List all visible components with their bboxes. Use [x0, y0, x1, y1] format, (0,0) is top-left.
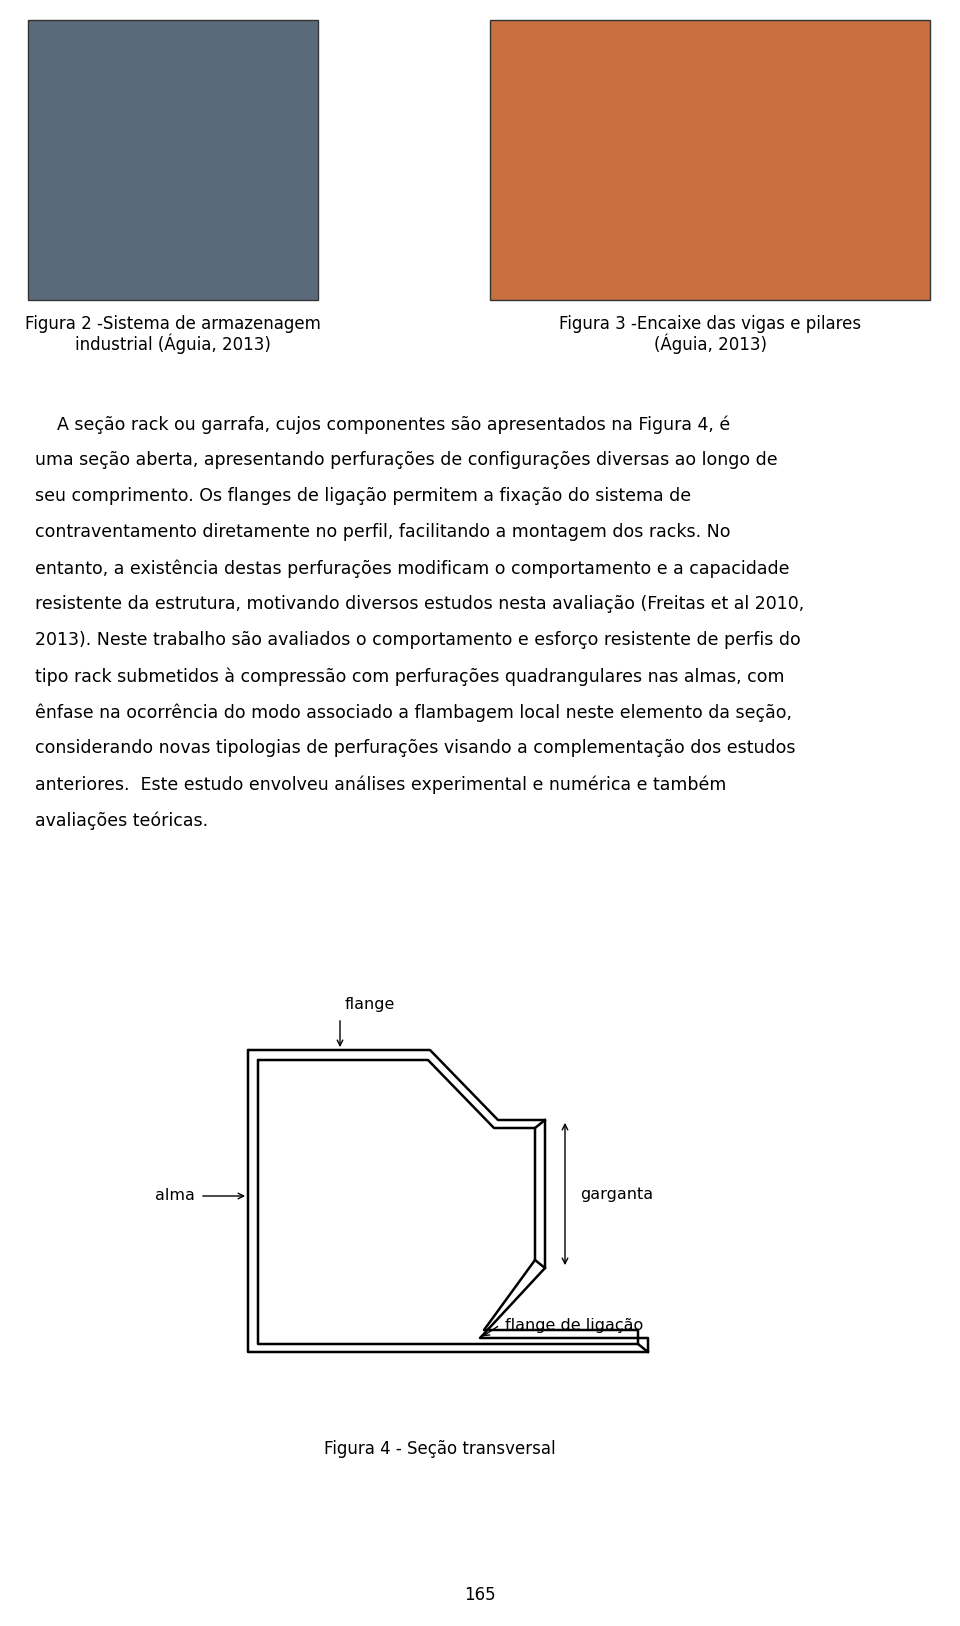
Bar — [490, 20, 930, 301]
Text: resistente da estrutura, motivando diversos estudos nesta avaliação (Freitas et : resistente da estrutura, motivando diver… — [35, 595, 804, 613]
Text: flange: flange — [345, 997, 396, 1011]
Text: entanto, a existência destas perfurações modificam o comportamento e a capacidad: entanto, a existência destas perfurações… — [35, 559, 789, 577]
Text: tipo rack submetidos à compressão com perfurações quadrangulares nas almas, com: tipo rack submetidos à compressão com pe… — [35, 667, 784, 686]
Text: A seção rack ou garrafa, cujos componentes são apresentados na Figura 4, é: A seção rack ou garrafa, cujos component… — [35, 415, 731, 434]
Text: seu comprimento. Os flanges de ligação permitem a fixação do sistema de: seu comprimento. Os flanges de ligação p… — [35, 488, 691, 506]
Text: 165: 165 — [465, 1585, 495, 1603]
Text: anteriores.  Este estudo envolveu análises experimental e numérica e também: anteriores. Este estudo envolveu análise… — [35, 776, 727, 793]
Text: Figura 3 -Encaixe das vigas e pilares: Figura 3 -Encaixe das vigas e pilares — [559, 315, 861, 333]
Text: (Águia, 2013): (Águia, 2013) — [654, 333, 766, 353]
Bar — [28, 20, 318, 301]
Text: avaliações teóricas.: avaliações teóricas. — [35, 811, 208, 829]
Text: Figura 2 -Sistema de armazenagem: Figura 2 -Sistema de armazenagem — [25, 315, 321, 333]
Text: 2013). Neste trabalho são avaliados o comportamento e esforço resistente de perf: 2013). Neste trabalho são avaliados o co… — [35, 631, 801, 649]
Text: contraventamento diretamente no perfil, facilitando a montagem dos racks. No: contraventamento diretamente no perfil, … — [35, 524, 731, 541]
Text: ênfase na ocorrência do modo associado a flambagem local neste elemento da seção: ênfase na ocorrência do modo associado a… — [35, 702, 792, 722]
Text: industrial (Águia, 2013): industrial (Águia, 2013) — [75, 333, 271, 353]
Text: uma seção aberta, apresentando perfurações de configurações diversas ao longo de: uma seção aberta, apresentando perfuraçõ… — [35, 450, 778, 468]
Text: Figura 4 - Seção transversal: Figura 4 - Seção transversal — [324, 1441, 556, 1459]
Text: considerando novas tipologias de perfurações visando a complementação dos estudo: considerando novas tipologias de perfura… — [35, 738, 796, 758]
Text: garganta: garganta — [580, 1187, 653, 1202]
Text: alma: alma — [156, 1189, 195, 1203]
Text: flange de ligação: flange de ligação — [505, 1317, 643, 1332]
